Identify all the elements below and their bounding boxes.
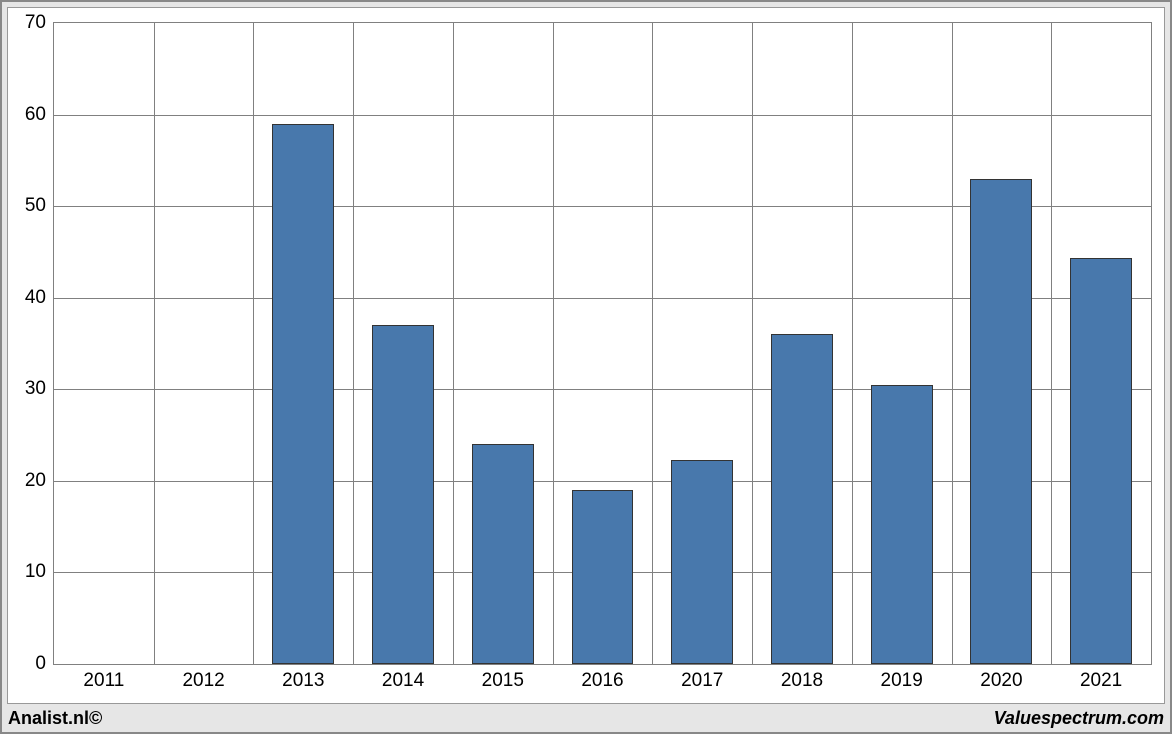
bar	[671, 460, 733, 664]
x-axis-tick-label: 2013	[282, 670, 324, 692]
x-axis-tick-label: 2019	[881, 670, 923, 692]
x-axis-tick-label: 2015	[482, 670, 524, 692]
plot-area: 0102030405060702011201220132014201520162…	[53, 22, 1152, 665]
grid-line-vertical	[553, 23, 554, 664]
x-axis-tick-label: 2018	[781, 670, 823, 692]
grid-line-vertical	[154, 23, 155, 664]
bar	[272, 124, 334, 664]
grid-line-vertical	[752, 23, 753, 664]
x-axis-tick-label: 2011	[83, 670, 124, 692]
bar	[372, 325, 434, 664]
y-axis-tick-label: 50	[10, 195, 46, 217]
grid-line-horizontal	[54, 115, 1151, 116]
y-axis-tick-label: 30	[10, 378, 46, 400]
y-axis-tick-label: 20	[10, 470, 46, 492]
grid-line-vertical	[852, 23, 853, 664]
bar	[871, 385, 933, 664]
y-axis-tick-label: 10	[10, 561, 46, 583]
x-axis-tick-label: 2020	[980, 670, 1022, 692]
x-axis-tick-label: 2014	[382, 670, 424, 692]
bar	[771, 334, 833, 664]
footer-right-credit: Valuespectrum.com	[994, 708, 1164, 729]
grid-line-vertical	[353, 23, 354, 664]
y-axis-tick-label: 70	[10, 12, 46, 34]
chart-panel: 0 10 20 30 40 50 60 70 2011 2012 2013 2014 2015 2016 2…	[7, 7, 1165, 704]
y-axis-tick-label: 0	[10, 653, 46, 675]
bar	[1070, 258, 1132, 664]
grid-line-vertical	[453, 23, 454, 664]
y-axis-tick-label: 60	[10, 104, 46, 126]
x-axis-tick-label: 2016	[581, 670, 623, 692]
footer-left-credit: Analist.nl©	[8, 708, 102, 729]
x-axis-tick-label: 2021	[1080, 670, 1122, 692]
bar	[572, 490, 634, 664]
chart-frame: 0 10 20 30 40 50 60 70 2011 2012 2013 2014 2015 2016 2…	[0, 0, 1172, 734]
bar	[970, 179, 1032, 664]
grid-line-vertical	[253, 23, 254, 664]
x-axis-tick-label: 2017	[681, 670, 723, 692]
grid-line-vertical	[952, 23, 953, 664]
y-axis-tick-label: 40	[10, 287, 46, 309]
grid-line-vertical	[652, 23, 653, 664]
bar	[472, 444, 534, 664]
grid-line-vertical	[1051, 23, 1052, 664]
x-axis-tick-label: 2012	[182, 670, 224, 692]
